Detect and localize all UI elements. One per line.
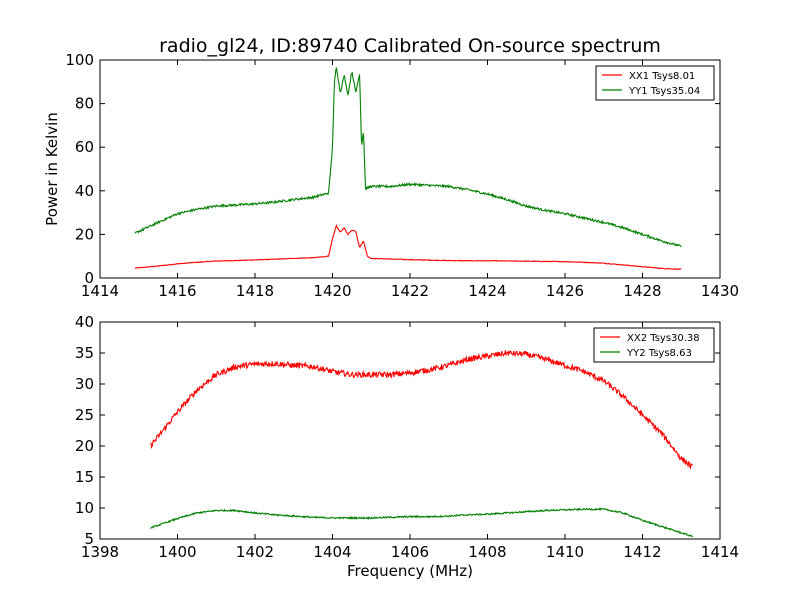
x-tick-label: 1400 [158, 543, 196, 561]
x-tick-label: 1412 [623, 543, 661, 561]
x-tick-label: 1416 [158, 282, 196, 300]
x-tick-label: 1410 [546, 543, 584, 561]
chart-title: radio_gl24, ID:89740 Calibrated On-sourc… [159, 35, 661, 57]
legend-label: YY1 Tsys35.04 [628, 86, 700, 97]
y-tick-label: 5 [84, 530, 94, 548]
y-tick-label: 40 [75, 313, 94, 331]
x-tick-label: 1408 [468, 543, 506, 561]
y-tick-label: 100 [65, 51, 94, 69]
series-line-2-2 [150, 507, 694, 538]
y-tick-label: 25 [75, 406, 94, 424]
legend: XX1 Tsys8.01 YY1 Tsys35.04 [595, 65, 715, 101]
series-line-1-1 [134, 223, 682, 270]
chart-panel-2: 1398 1400 1402 1404 1406 1408 1410 1412 1414 5 10 1… [75, 313, 739, 580]
x-tick-label: 1422 [391, 282, 429, 300]
x-tick-label: 1430 [701, 282, 739, 300]
x-tick-label: 1428 [623, 282, 661, 300]
x-tick-label: 1418 [236, 282, 274, 300]
x-tick-label: 1404 [313, 543, 351, 561]
y-tick-label: 0 [84, 269, 94, 287]
x-tick-label: 1424 [468, 282, 506, 300]
legend-label: XX2 Tsys30.38 [627, 333, 700, 344]
y-tick-label: 80 [75, 95, 94, 113]
y-tick-label: 20 [75, 437, 94, 455]
x-tick-label: 1406 [391, 543, 429, 561]
legend-label: XX1 Tsys8.01 [629, 71, 695, 82]
x-axis-label: Frequency (MHz) [347, 562, 473, 580]
y-tick-label: 10 [75, 499, 94, 517]
y-tick-label: 35 [75, 344, 94, 362]
series-line-1-2 [134, 67, 682, 248]
y-tick-label: 20 [75, 225, 94, 243]
legend: XX2 Tsys30.38 YY2 Tsys8.63 [593, 327, 715, 363]
y-tick-label: 40 [75, 182, 94, 200]
x-tick-label: 1414 [701, 543, 739, 561]
x-tick-label: 1420 [313, 282, 351, 300]
y-tick-label: 15 [75, 468, 94, 486]
legend-box [593, 327, 715, 363]
series-line-2-1 [150, 350, 693, 470]
x-tick-label: 1398 [81, 543, 119, 561]
legend-box [595, 65, 715, 101]
y-tick-label: 30 [75, 375, 94, 393]
y-tick-label: 60 [75, 138, 94, 156]
x-tick-label: 1414 [81, 282, 119, 300]
chart-panel-1: 1414 1416 1418 1420 1422 1424 1426 1428 1430 0 20 4… [43, 35, 739, 300]
x-tick-label: 1402 [236, 543, 274, 561]
y-axis-label: Power in Kelvin [43, 112, 61, 226]
x-tick-label: 1426 [546, 282, 584, 300]
legend-label: YY2 Tsys8.63 [626, 348, 692, 359]
